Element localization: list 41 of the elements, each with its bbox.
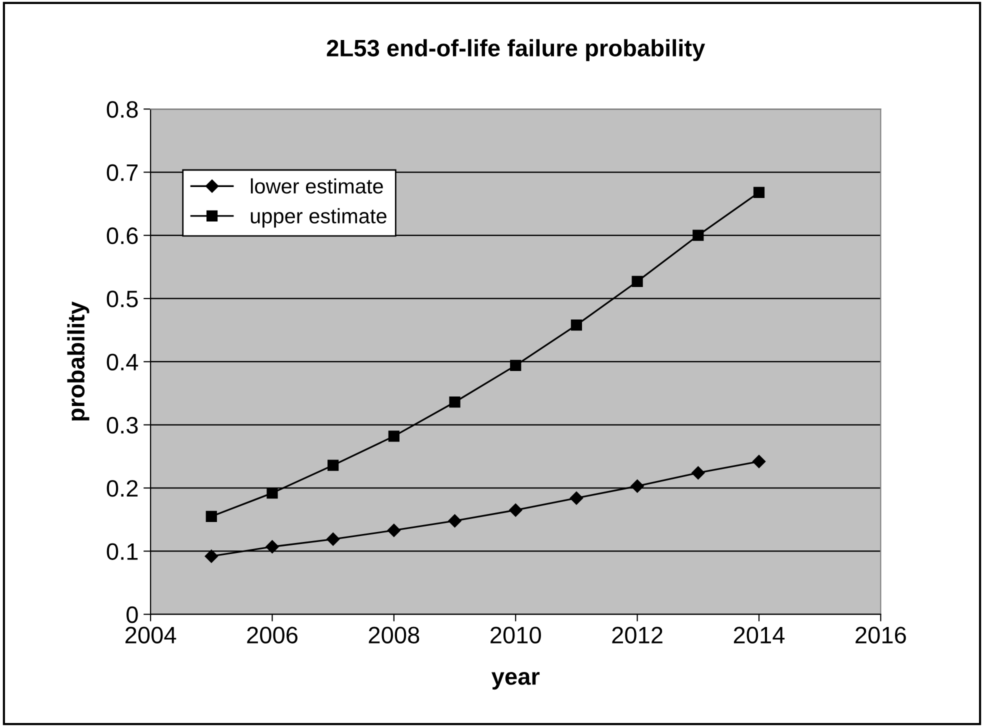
x-tick-label: 2014: [734, 626, 785, 644]
x-axis-title: year: [492, 672, 540, 690]
point: [692, 230, 704, 241]
y-tick-label: 0.5: [106, 290, 138, 308]
y-tick-label: 0.4: [106, 354, 138, 370]
y-tick-label: 0.8: [106, 101, 138, 118]
chart-title: 2L53 end-of-life failure probability: [326, 39, 706, 62]
point: [204, 550, 218, 563]
y-tick-label: 0.7: [106, 164, 138, 181]
point: [449, 396, 460, 408]
point: [328, 460, 339, 471]
point: [752, 454, 766, 468]
x-tick-label: 2016: [856, 626, 906, 644]
y-axis-title: probability: [67, 301, 90, 420]
y-tick-label: 0.2: [106, 480, 138, 497]
point: [570, 492, 584, 505]
x-tick-label: 2006: [247, 626, 298, 644]
x-tick-label: 2004: [125, 626, 176, 644]
x-tick-label: 2008: [368, 626, 420, 644]
point: [753, 186, 765, 198]
point: [510, 360, 522, 372]
point: [206, 510, 217, 522]
point: [570, 319, 582, 331]
y-tick-label: 0.3: [106, 416, 138, 434]
y-tick-label: 0.6: [106, 227, 138, 244]
y-tick-label: 0.1: [106, 543, 138, 560]
x-tick-label: 2010: [490, 626, 541, 644]
y-tick-label: 0: [126, 606, 138, 624]
point: [266, 540, 279, 554]
point: [266, 487, 278, 499]
point: [632, 276, 643, 288]
point: [388, 430, 400, 442]
point: [387, 524, 401, 537]
point: [448, 514, 462, 528]
x-tick-label: 2012: [612, 626, 662, 644]
legend-label: lower estimate: [250, 178, 383, 194]
point: [509, 504, 522, 517]
point: [326, 532, 340, 546]
point: [692, 466, 705, 480]
legend-label: upper estimate: [250, 208, 386, 228]
point: [630, 480, 644, 493]
